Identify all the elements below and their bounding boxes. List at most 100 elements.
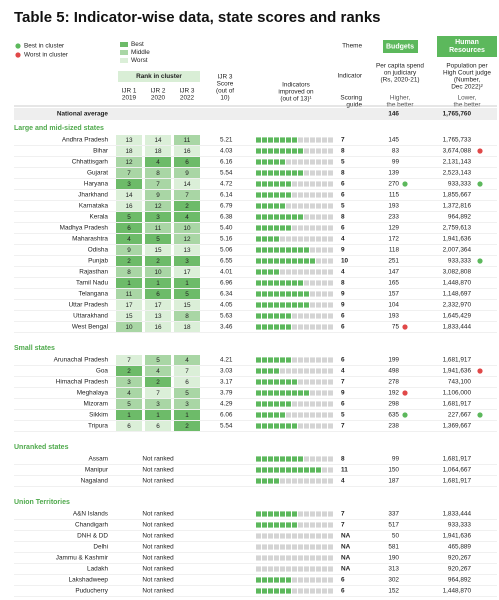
rank-cell <box>145 223 171 233</box>
rank-cell <box>145 300 171 310</box>
rank-cell <box>174 322 200 332</box>
indicator-square <box>316 225 321 231</box>
indicator-square <box>256 269 261 275</box>
indicator-square <box>328 137 333 143</box>
rank-value: 2 <box>156 379 160 386</box>
row-name: West Bengal <box>72 324 108 331</box>
rank-value: 4 <box>127 390 131 397</box>
theme-name: Budgets <box>386 43 414 50</box>
indicator-square <box>268 511 273 517</box>
indicator-square <box>298 170 303 176</box>
indicator-square <box>304 324 309 330</box>
population-value: 1,448,870 <box>443 280 472 287</box>
indicator-square <box>304 203 309 209</box>
indicator-square <box>310 478 315 484</box>
indicator-square <box>316 214 321 220</box>
row-name: Nagaland <box>81 478 109 485</box>
population-value: 1,941,636 <box>443 368 472 375</box>
indicator-square <box>256 192 261 198</box>
indicator-square <box>304 522 309 528</box>
population-value: 1,833,444 <box>443 324 472 331</box>
theme-indicator: Dec 2022)² <box>451 84 483 91</box>
indicator-square <box>304 467 309 473</box>
rank-cell <box>174 300 200 310</box>
rank-value: 17 <box>125 302 133 309</box>
row-name: Rajasthan <box>79 269 108 276</box>
indicator-square <box>292 478 297 484</box>
indicator-square <box>256 159 261 165</box>
rank-cell <box>174 377 200 387</box>
row-name: Tripura <box>88 423 108 430</box>
indicator-square <box>316 324 321 330</box>
indicator-square <box>274 357 279 363</box>
theme-indicator: High Court judge <box>443 70 491 77</box>
indicator-square <box>274 291 279 297</box>
theme-guide: the better <box>453 102 481 109</box>
indicator-square <box>328 236 333 242</box>
indicator-square <box>304 412 309 418</box>
population-value: 2,523,143 <box>443 170 472 177</box>
budget-value: 251 <box>388 258 399 265</box>
indicator-square <box>316 357 321 363</box>
rank-cell <box>174 421 200 431</box>
row-name: Jammu & Kashmir <box>56 555 109 562</box>
row-name: Assam <box>88 456 108 463</box>
population-value: 1,681,917 <box>443 478 472 485</box>
indicator-square <box>280 280 285 286</box>
improved-value: 10 <box>341 258 349 265</box>
indicator-square <box>322 390 327 396</box>
indicator-square <box>328 192 333 198</box>
indicator-square <box>280 302 285 308</box>
indicator-square <box>304 368 309 374</box>
rank-cell <box>116 322 142 332</box>
indicator-square <box>286 379 291 385</box>
population-value: 465,889 <box>448 544 472 551</box>
score-value: 3.79 <box>220 390 233 397</box>
budget-value: 115 <box>389 192 400 199</box>
improved-value: NA <box>341 533 351 540</box>
indicators-header: Indicators <box>282 82 310 89</box>
indicator-square <box>286 533 291 539</box>
indicator-square <box>274 522 279 528</box>
rank-value: 10 <box>154 269 162 276</box>
rank-cell <box>116 135 142 145</box>
rank-cell <box>116 146 142 156</box>
rank-cell <box>145 355 171 365</box>
indicator-square <box>256 302 261 308</box>
indicator-square <box>304 236 309 242</box>
indicator-square <box>274 269 279 275</box>
rank-value: 1 <box>127 280 131 287</box>
indicator-square <box>316 159 321 165</box>
indicator-square <box>268 302 273 308</box>
indicator-square <box>280 555 285 561</box>
budget-value: 233 <box>388 214 399 221</box>
indicator-square <box>268 478 273 484</box>
rank-note: Not ranked <box>142 511 174 518</box>
indicator-square <box>292 302 297 308</box>
indicator-square <box>274 324 279 330</box>
indicator-square <box>322 412 327 418</box>
indicator-square <box>298 588 303 594</box>
budget-value: 104 <box>388 302 399 309</box>
indicator-square <box>304 566 309 572</box>
indicator-square <box>328 280 333 286</box>
indicator-label: Indicator <box>337 73 362 80</box>
indicator-square <box>280 478 285 484</box>
rank-cell <box>116 388 142 398</box>
rank-value: 3 <box>185 401 189 408</box>
budgets-box <box>383 40 418 53</box>
indicator-square <box>274 588 279 594</box>
indicator-square <box>328 566 333 572</box>
rank-cell <box>145 366 171 376</box>
indicator-square <box>298 291 303 297</box>
indicator-square <box>280 258 285 264</box>
population-value: 1,148,697 <box>443 291 472 298</box>
indicator-square <box>256 236 261 242</box>
indicator-square <box>298 423 303 429</box>
budget-value: 145 <box>388 137 399 144</box>
indicator-square <box>274 170 279 176</box>
indicator-square <box>268 467 273 473</box>
theme-guide: the better <box>386 102 414 109</box>
rank-value: 14 <box>125 192 133 199</box>
rank-note: Not ranked <box>142 456 174 463</box>
